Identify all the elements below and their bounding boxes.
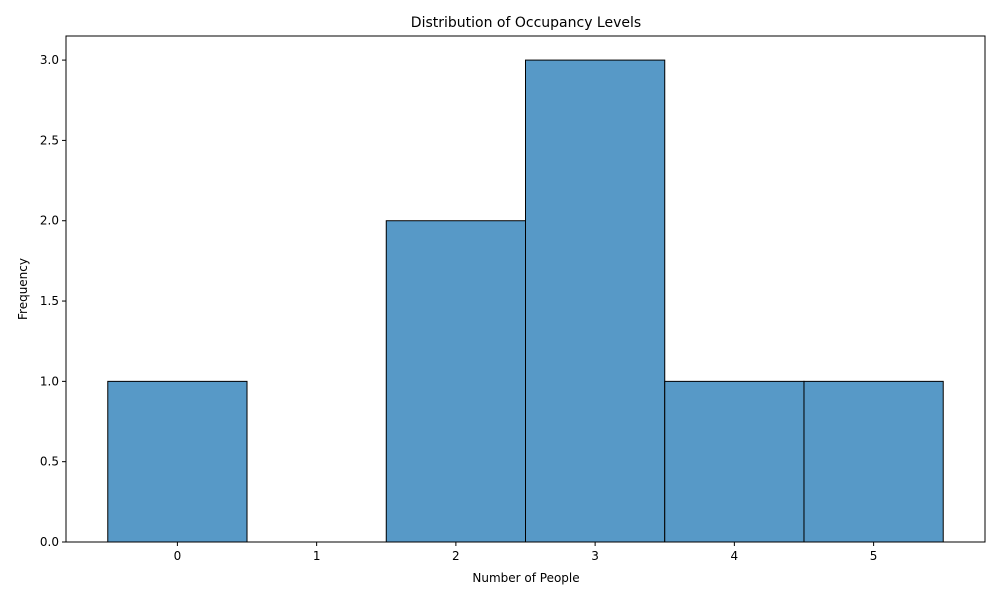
y-tick-label: 0.5 (40, 455, 59, 469)
y-axis: 0.0 0.5 1.0 1.5 2.0 2.5 3.0 (40, 53, 66, 549)
x-tick-label: 2 (452, 549, 460, 563)
y-axis-label: Frequency (16, 258, 30, 320)
bar-5 (803, 380, 944, 543)
y-tick-label: 0.0 (40, 535, 59, 549)
y-tick-label: 2.5 (40, 133, 59, 147)
bars-layer (107, 59, 944, 543)
y-tick-label: 2.0 (40, 214, 59, 228)
x-axis-label: Number of People (472, 571, 579, 585)
y-tick-label: 1.0 (40, 374, 59, 388)
bar-0 (107, 380, 248, 543)
plot-frame (65, 35, 986, 543)
bar-4 (664, 380, 805, 543)
x-tick-label: 1 (313, 549, 321, 563)
y-tick-label: 1.5 (40, 294, 59, 308)
x-tick-label: 0 (174, 549, 182, 563)
x-tick-label: 4 (731, 549, 739, 563)
bar-3 (525, 59, 666, 543)
chart-title: Distribution of Occupancy Levels (411, 15, 641, 31)
x-tick-label: 5 (870, 549, 878, 563)
bar-2 (385, 220, 526, 543)
x-axis: 0 1 2 3 4 5 (174, 542, 878, 563)
y-tick-label: 3.0 (40, 53, 59, 67)
x-tick-label: 3 (591, 549, 599, 563)
